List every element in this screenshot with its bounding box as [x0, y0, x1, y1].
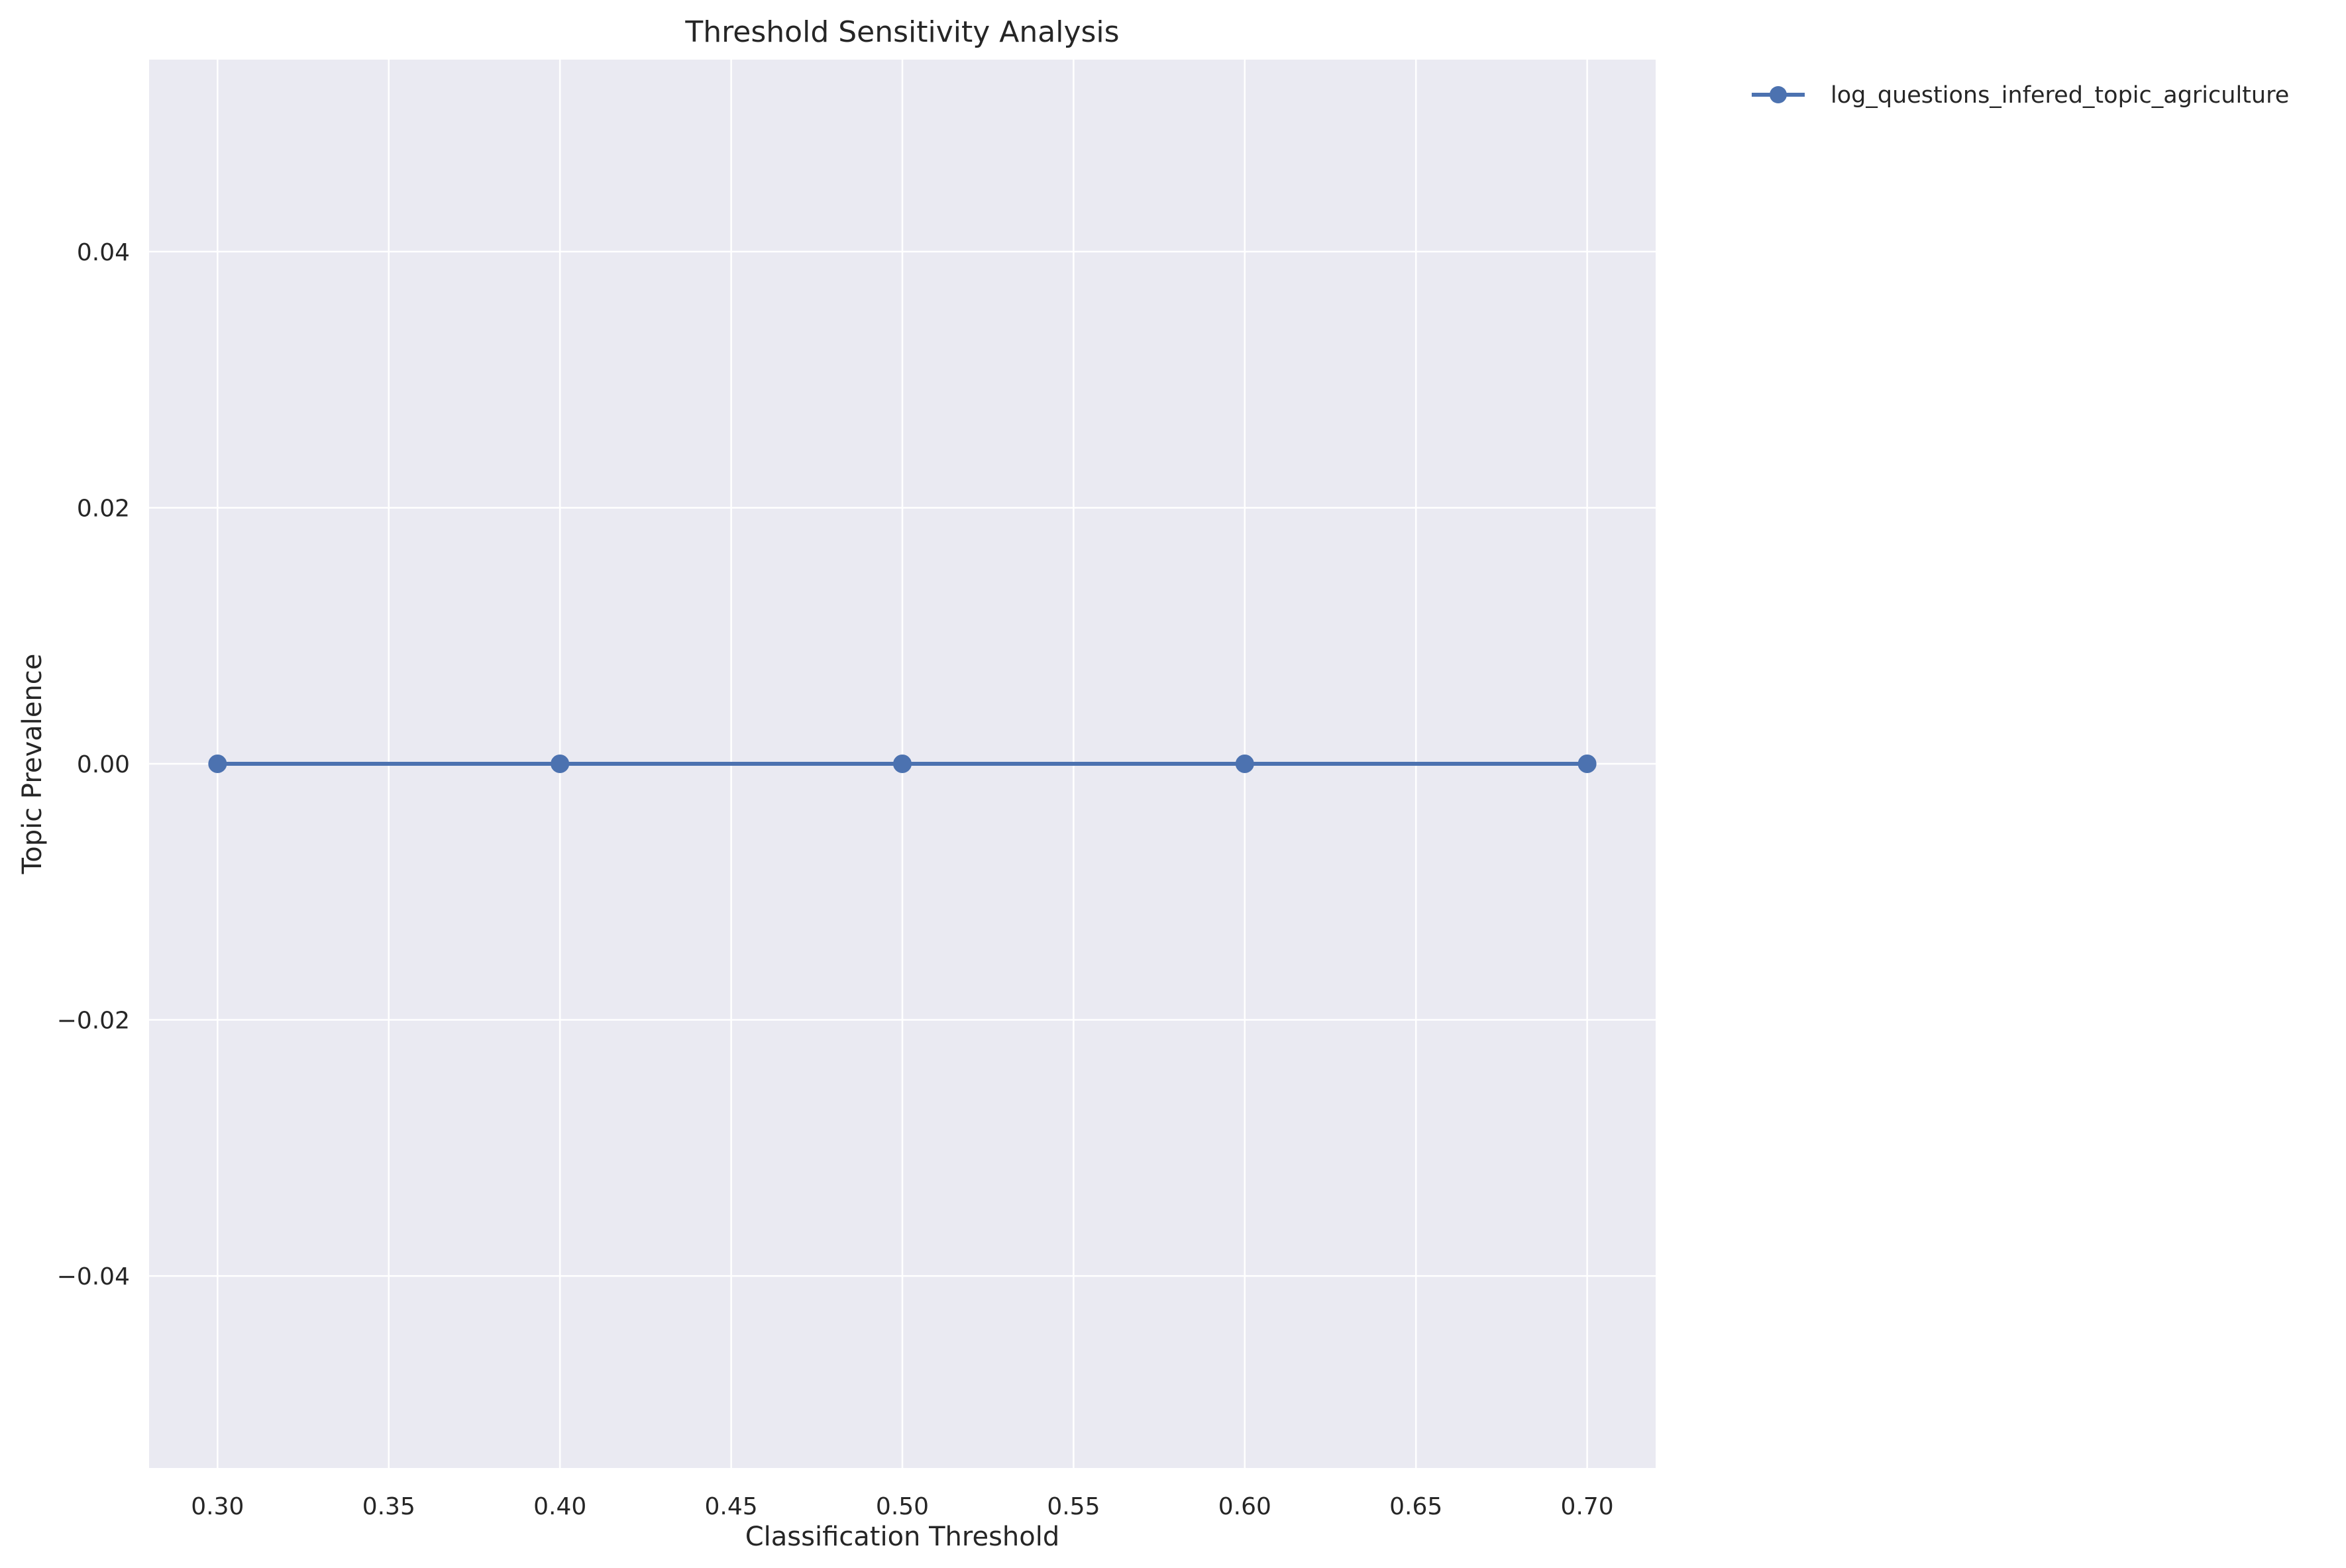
data-point [893, 755, 912, 773]
x-tick-label: 0.55 [1047, 1493, 1100, 1520]
data-point [1235, 755, 1254, 773]
x-tick-label: 0.65 [1389, 1493, 1442, 1520]
x-tick-label: 0.35 [362, 1493, 415, 1520]
data-point [208, 755, 227, 773]
y-tick-label: −0.02 [57, 1008, 130, 1035]
y-tick-label: 0.04 [77, 239, 130, 266]
y-tick-label: −0.04 [57, 1263, 130, 1290]
data-point [1577, 755, 1597, 773]
x-tick-label: 0.70 [1561, 1493, 1614, 1520]
x-axis-label: Classification Threshold [745, 1522, 1060, 1552]
legend-label: log_questions_infered_topic_agriculture [1831, 82, 2289, 109]
x-tick-label: 0.40 [533, 1493, 586, 1520]
x-tick-label: 0.45 [705, 1493, 758, 1520]
y-axis-label: Topic Prevalence [17, 654, 48, 875]
legend: log_questions_infered_topic_agriculture [1752, 82, 2289, 109]
x-tick-label: 0.30 [191, 1493, 244, 1520]
x-axis-ticks: 0.30 0.35 0.40 0.45 0.50 0.55 0.60 0.65 0.70 [191, 1493, 1613, 1520]
y-axis-ticks: −0.04 −0.02 0.00 0.02 0.04 [57, 239, 130, 1290]
y-tick-label: 0.00 [77, 751, 130, 778]
y-tick-label: 0.02 [77, 495, 130, 522]
x-tick-label: 0.50 [876, 1493, 929, 1520]
x-tick-label: 0.60 [1218, 1493, 1271, 1520]
chart-title: Threshold Sensitivity Analysis [684, 15, 1119, 49]
data-point [551, 755, 570, 773]
series-layer [208, 755, 1597, 773]
legend-marker [1770, 86, 1787, 103]
